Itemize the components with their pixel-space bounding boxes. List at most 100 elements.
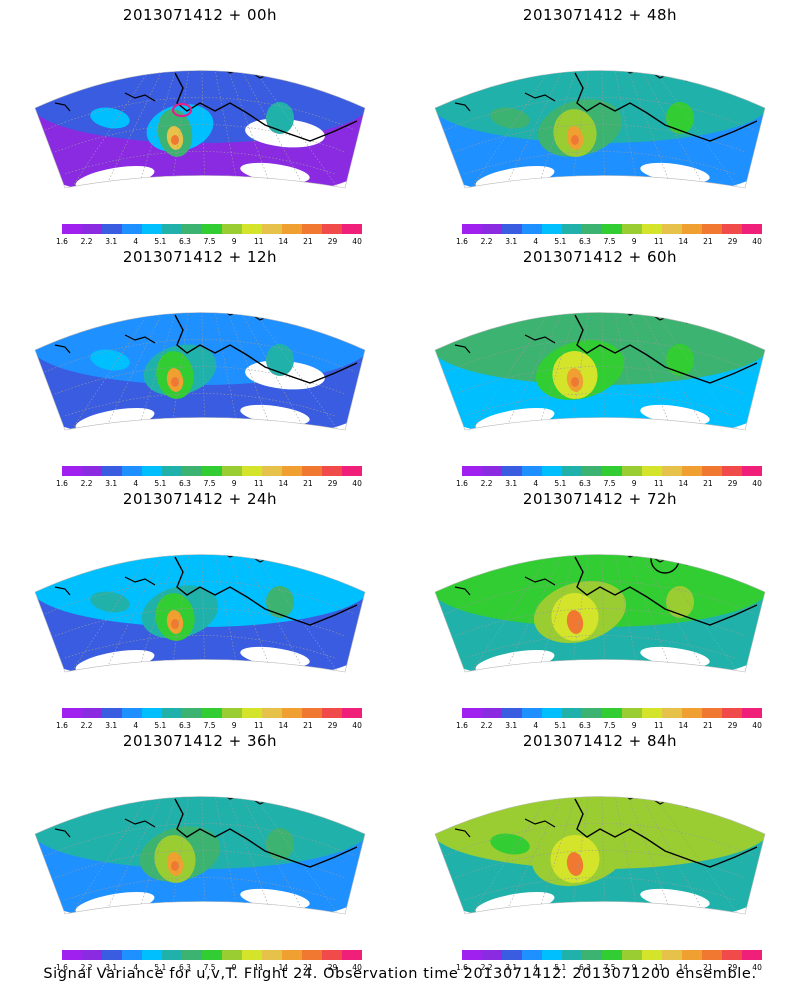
colorbar-swatch	[342, 466, 362, 476]
colorbar-tick-label: 5.1	[554, 479, 567, 488]
colorbar-swatch	[722, 466, 743, 476]
panel-title: 2013071412 + 00h	[122, 6, 278, 24]
coastline	[174, 314, 358, 384]
variance-region	[90, 349, 130, 371]
colorbar-tick-label: 9	[231, 721, 237, 730]
colorbar-tick-label: 5.1	[554, 963, 567, 972]
colorbar-tick-label: 7.5	[203, 479, 216, 488]
colorbar	[462, 466, 762, 476]
panel-title: 2013071412 + 24h	[122, 490, 278, 508]
colorbar-tick-label: 7.5	[603, 479, 616, 488]
colorbar-tick-label: 5.1	[554, 237, 567, 246]
variance-peak	[171, 861, 179, 871]
colorbar-tick-label: 3.1	[505, 963, 518, 972]
colorbar-tick-label: 7.5	[203, 721, 216, 730]
colorbar-ticks: 1.6 2.2 3.1 4 5.1 6.3 7.5 9 11 14 21 29 40	[52, 479, 372, 489]
panel-title: 2013071412 + 84h	[522, 732, 678, 750]
colorbar-swatch	[682, 466, 703, 476]
colorbar-swatch	[582, 224, 603, 234]
colorbar-tick-label: 40	[752, 721, 762, 730]
colorbar-swatch	[142, 466, 163, 476]
colorbar-swatch	[222, 224, 243, 234]
colorbar-swatch	[242, 224, 263, 234]
colorbar-swatch	[282, 224, 303, 234]
colorbar-swatch	[502, 950, 523, 960]
colorbar-tick-label: 40	[352, 721, 362, 730]
colorbar-tick-label: 29	[327, 479, 338, 488]
colorbar-swatch	[262, 950, 283, 960]
colorbar-swatch	[302, 224, 323, 234]
colorbar-swatch	[62, 950, 83, 960]
colorbar	[62, 950, 362, 960]
colorbar-tick-label: 7.5	[203, 237, 216, 246]
colorbar-swatch	[522, 950, 543, 960]
coastline	[174, 556, 358, 626]
colorbar-swatch	[122, 708, 143, 718]
colorbar-swatch	[522, 466, 543, 476]
variance-region	[666, 586, 694, 618]
colorbar-tick-label: 6.3	[178, 721, 191, 730]
colorbar-ticks: 1.6 2.2 3.1 4 5.1 6.3 7.5 9 11 14 21 29 40	[452, 721, 772, 731]
colorbar-tick-label: 2.2	[480, 237, 493, 246]
colorbar-swatch	[622, 466, 643, 476]
panel-title: 2013071412 + 72h	[522, 490, 678, 508]
colorbar-swatch	[342, 224, 362, 234]
colorbar-tick-label: 21	[703, 963, 713, 972]
colorbar-swatch	[222, 708, 243, 718]
variance-peak	[171, 135, 179, 145]
colorbar-swatch	[622, 224, 643, 234]
colorbar-tick-label: 21	[303, 963, 313, 972]
colorbar-tick-label: 1.6	[456, 963, 468, 972]
colorbar-swatch	[602, 708, 623, 718]
colorbar-swatch	[142, 950, 163, 960]
colorbar-tick-label: 21	[303, 479, 313, 488]
colorbar-tick-label: 5.1	[154, 479, 167, 488]
colorbar-swatch	[242, 466, 263, 476]
variance-region	[666, 102, 694, 134]
colorbar-tick-label: 40	[752, 479, 762, 488]
colorbar-swatch	[342, 950, 362, 960]
colorbar-swatch	[582, 466, 603, 476]
colorbar-ticks: 1.6 2.2 3.1 4 5.1 6.3 7.5 9 11 14 21 29 40	[452, 237, 772, 247]
variance-peak	[571, 861, 579, 871]
colorbar-tick-label: 29	[727, 479, 738, 488]
variance-region	[490, 349, 530, 371]
colorbar-swatch	[702, 224, 723, 234]
variance-region	[666, 828, 694, 860]
colorbar-tick-label: 14	[678, 963, 689, 972]
colorbar-tick-label: 29	[727, 237, 738, 246]
observation-contour	[171, 102, 193, 118]
colorbar-tick-label: 9	[231, 963, 237, 972]
colorbar-swatch	[202, 224, 223, 234]
coastline	[524, 818, 556, 828]
coastline	[174, 72, 358, 142]
colorbar-tick-label: 9	[631, 237, 637, 246]
colorbar-swatch	[302, 950, 323, 960]
colorbar-swatch	[322, 950, 343, 960]
variance-peak	[171, 619, 179, 629]
colorbar-swatch	[182, 466, 203, 476]
colorbar-swatch	[462, 708, 483, 718]
colorbar-swatch	[102, 466, 123, 476]
colorbar-tick-label: 7.5	[603, 721, 616, 730]
variance-region	[90, 107, 130, 129]
colorbar-swatch	[202, 950, 223, 960]
panel-title: 2013071412 + 12h	[122, 248, 278, 266]
forecast-panel: 2013071412 + 24h 1.6 2.2 3.1 4 5.1 6.3 7.5 9 11 14…	[0, 484, 400, 734]
colorbar-tick-label: 1.6	[456, 237, 468, 246]
colorbar-swatch	[662, 224, 683, 234]
colorbar-tick-label: 9	[631, 479, 637, 488]
colorbar-tick-label: 21	[303, 237, 313, 246]
variance-region	[666, 344, 694, 376]
coastline	[124, 576, 156, 586]
colorbar-tick-label: 11	[253, 963, 264, 972]
colorbar-swatch	[742, 950, 762, 960]
colorbar-tick-label: 7.5	[603, 237, 616, 246]
variance-map	[34, 312, 366, 431]
variance-map	[34, 796, 366, 915]
variance-map	[434, 796, 766, 915]
colorbar-swatch	[142, 224, 163, 234]
coastline	[454, 586, 471, 596]
colorbar-swatch	[742, 466, 762, 476]
colorbar-swatch	[82, 466, 103, 476]
